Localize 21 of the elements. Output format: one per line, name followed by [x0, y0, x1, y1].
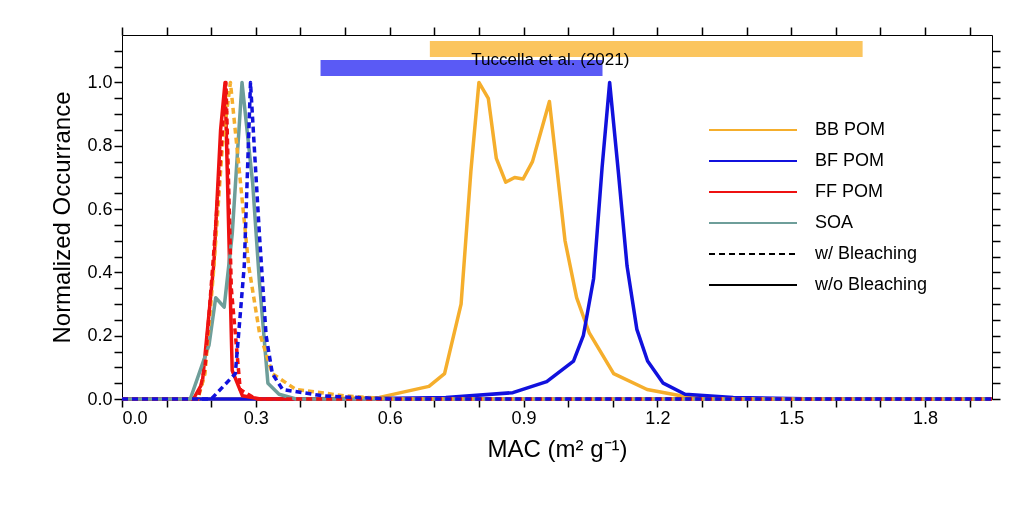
legend-label: BF POM	[815, 150, 885, 170]
x-axis-title: MAC (m² g⁻¹)	[487, 434, 628, 462]
y-tick-label: 0.6	[87, 198, 113, 219]
x-tick-label: 0.6	[377, 407, 403, 428]
y-tick-label: 0.8	[87, 135, 113, 156]
legend-label: FF POM	[815, 181, 883, 201]
y-tick-label: 0.4	[87, 261, 113, 282]
y-tick-label: 1.0	[87, 71, 113, 92]
legend-label: SOA	[815, 212, 854, 232]
legend-label: w/o Bleaching	[814, 274, 928, 294]
x-tick-label: 1.8	[913, 407, 939, 428]
y-tick-label: 0.0	[87, 388, 113, 409]
x-tick-label: 1.2	[645, 407, 671, 428]
x-tick-label: 0.0	[122, 407, 148, 428]
x-tick-label: 0.9	[511, 407, 537, 428]
legend-label: BB POM	[815, 119, 886, 139]
x-tick-label: 0.3	[243, 407, 269, 428]
y-axis-title: Normalized Occurrance	[48, 91, 76, 344]
x-tick-label: 1.5	[779, 407, 805, 428]
y-tick-label: 0.2	[87, 325, 113, 346]
legend-label: w/ Bleaching	[814, 243, 918, 263]
